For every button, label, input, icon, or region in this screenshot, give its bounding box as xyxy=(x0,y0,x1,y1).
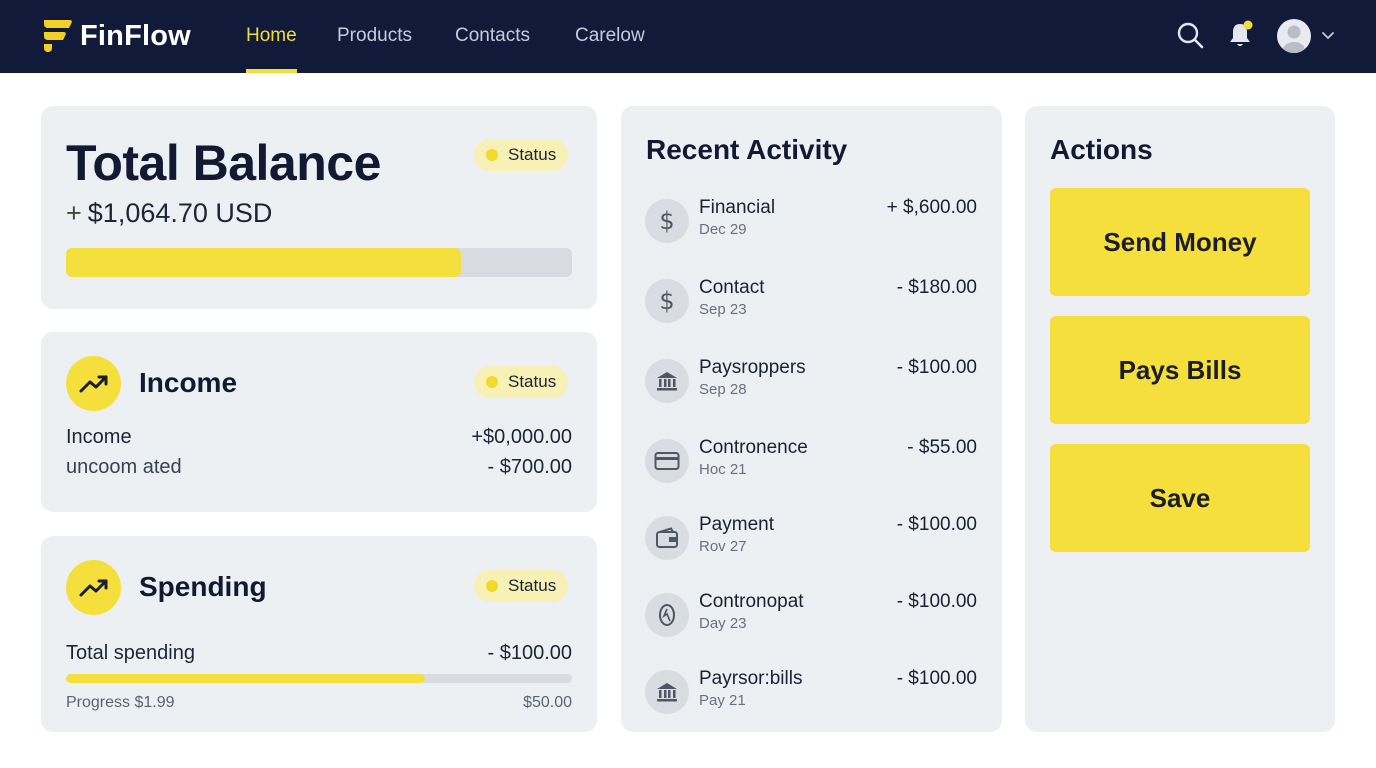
activity-amount: - $180.00 xyxy=(896,277,977,298)
income-row-value: +$0,000.00 xyxy=(471,426,572,448)
activity-name: Payrsor:bills xyxy=(699,668,803,689)
activity-name: Contact xyxy=(699,277,765,298)
activity-amount: - $55.00 xyxy=(907,437,977,458)
pay-bills-button[interactable]: Pays Bills xyxy=(1050,316,1310,424)
nav-products[interactable]: Products xyxy=(337,25,412,46)
activity-amount: + $,600.00 xyxy=(886,197,977,218)
activity-date: Sep 23 xyxy=(699,301,747,318)
wallet-icon xyxy=(645,516,689,560)
top-navigation-bar: FinFlow Home Products Contacts Carelow xyxy=(0,0,1376,73)
activity-item[interactable]: Contronopat Day 23 - $100.00 xyxy=(621,591,1002,653)
activity-name: Paysroppers xyxy=(699,357,806,378)
status-dot-icon xyxy=(486,149,498,161)
svg-text:$: $ xyxy=(659,288,674,314)
balance-progress-fill xyxy=(66,248,461,277)
app-name: FinFlow xyxy=(80,19,191,52)
actions-card: Actions Send Money Pays Bills Save xyxy=(1025,106,1335,732)
avatar[interactable] xyxy=(1277,19,1311,53)
balance-sign: + xyxy=(66,198,82,228)
status-label: Status xyxy=(508,372,557,391)
search-icon[interactable] xyxy=(1175,20,1205,50)
status-dot-icon xyxy=(486,376,498,388)
activity-name: Financial xyxy=(699,197,776,218)
spending-progress-bar xyxy=(66,674,572,683)
activity-item[interactable]: Contronence Hoc 21 - $55.00 xyxy=(621,437,1002,499)
total-balance-title: Total Balance xyxy=(66,135,381,191)
nav-contacts[interactable]: Contacts xyxy=(455,25,530,46)
status-badge: Status xyxy=(474,366,569,398)
income-row-label: uncoom ated xyxy=(66,456,182,478)
recent-activity-title: Recent Activity xyxy=(646,134,848,165)
card-icon xyxy=(645,439,689,483)
notification-dot xyxy=(1243,20,1253,30)
activity-date: Dec 29 xyxy=(699,221,747,238)
activity-item[interactable]: Paysroppers Sep 28 - $100.00 xyxy=(621,357,1002,419)
activity-item[interactable]: Payment Rov 27 - $100.00 xyxy=(621,514,1002,576)
chevron-down-icon[interactable] xyxy=(1320,27,1336,43)
trending-up-icon xyxy=(66,560,121,615)
nav-home[interactable]: Home xyxy=(246,0,297,73)
activity-amount: - $100.00 xyxy=(896,357,977,378)
activity-date: Rov 27 xyxy=(699,538,747,555)
send-money-button[interactable]: Send Money xyxy=(1050,188,1310,296)
total-spending-value: - $100.00 xyxy=(487,642,572,664)
income-card: Income Status Income +$0,000.00 uncoom a… xyxy=(41,332,597,512)
trending-up-icon xyxy=(66,356,121,411)
activity-date: Day 23 xyxy=(699,615,747,632)
save-button[interactable]: Save xyxy=(1050,444,1310,552)
income-row-value: - $700.00 xyxy=(487,456,572,478)
coin-icon xyxy=(645,593,689,637)
total-spending-label: Total spending xyxy=(66,642,195,664)
status-badge: Status xyxy=(474,139,569,171)
svg-text:$: $ xyxy=(659,208,674,234)
bank-icon xyxy=(645,359,689,403)
activity-name: Payment xyxy=(699,514,774,535)
income-title: Income xyxy=(139,367,238,398)
balance-value: $1,064.70 USD xyxy=(87,198,273,228)
progress-max: $50.00 xyxy=(523,694,572,711)
dollar-icon: $ xyxy=(645,279,689,323)
dollar-icon: $ xyxy=(645,199,689,243)
spending-card: Spending Status Total spending - $100.00… xyxy=(41,536,597,732)
status-badge: Status xyxy=(474,570,569,602)
activity-item[interactable]: $ Financial Dec 29 + $,600.00 xyxy=(621,197,1002,259)
status-label: Status xyxy=(508,145,557,164)
activity-date: Hoc 21 xyxy=(699,461,747,478)
activity-name: Contronence xyxy=(699,437,808,458)
activity-date: Pay 21 xyxy=(699,692,746,709)
balance-progress-bar xyxy=(66,248,572,277)
spending-title: Spending xyxy=(139,571,267,602)
bank-icon xyxy=(645,670,689,714)
status-dot-icon xyxy=(486,580,498,592)
nav-carelow[interactable]: Carelow xyxy=(575,25,645,46)
total-balance-card: Total Balance Status + $1,064.70 USD xyxy=(41,106,597,309)
activity-item[interactable]: $ Contact Sep 23 - $180.00 xyxy=(621,277,1002,339)
income-row-label: Income xyxy=(66,426,132,448)
activity-amount: - $100.00 xyxy=(896,591,977,612)
recent-activity-card: Recent Activity $ Financial Dec 29 + $,6… xyxy=(621,106,1002,732)
activity-amount: - $100.00 xyxy=(896,668,977,689)
progress-label: Progress $1.99 xyxy=(66,694,175,711)
activity-name: Contronopat xyxy=(699,591,804,612)
actions-title: Actions xyxy=(1050,134,1153,165)
status-label: Status xyxy=(508,576,557,595)
activity-amount: - $100.00 xyxy=(896,514,977,535)
bell-icon[interactable] xyxy=(1225,20,1255,50)
activity-item[interactable]: Payrsor:bills Pay 21 - $100.00 xyxy=(621,668,1002,730)
spending-progress-fill xyxy=(66,674,426,683)
balance-amount: + $1,064.70 USD xyxy=(66,198,272,229)
finflow-logo-icon xyxy=(40,18,74,54)
activity-date: Sep 28 xyxy=(699,381,747,398)
app-logo[interactable]: FinFlow xyxy=(40,16,191,56)
